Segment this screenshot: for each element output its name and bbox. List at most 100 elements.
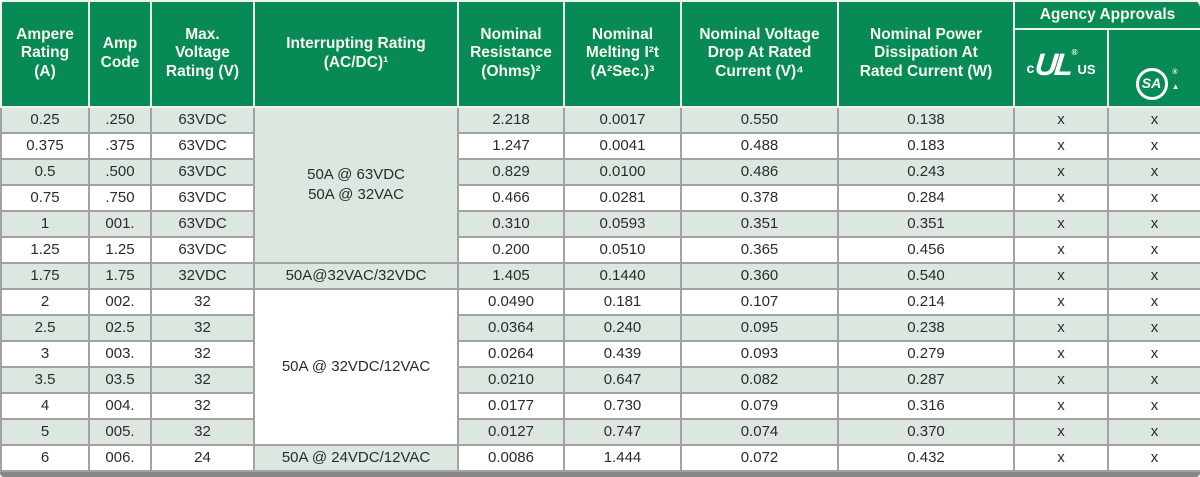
voltage-drop-cell: 0.082: [680, 365, 839, 394]
ampere-rating-cell: 0.25: [0, 105, 90, 134]
csa-approval-cell: x: [1107, 183, 1200, 212]
ul-approval-cell: x: [1013, 157, 1109, 186]
col-header-voltage-drop: Nominal Voltage Drop At Rated Current (V…: [680, 0, 839, 108]
interrupting-rating-cell: 50A @ 24VDC/12VAC: [253, 443, 459, 472]
nominal-melting-i2t-cell: 0.1440: [563, 261, 682, 290]
col-header-nominal-melting: Nominal Melting I²t (A²Sec.)³: [563, 0, 682, 108]
voltage-drop-cell: 0.365: [680, 235, 839, 264]
ul-approval-cell: x: [1013, 287, 1109, 316]
csa-approval-cell: x: [1107, 157, 1200, 186]
table-header: Ampere Rating (A) Amp Code Max. Voltage …: [0, 0, 1200, 108]
ul-suffix-us: US: [1077, 61, 1096, 77]
nominal-melting-i2t-cell: 0.0281: [563, 183, 682, 212]
col-header-nominal-resistance: Nominal Resistance (Ohms)²: [457, 0, 565, 108]
nominal-melting-i2t-cell: 0.181: [563, 287, 682, 316]
header-row-top: Ampere Rating (A) Amp Code Max. Voltage …: [0, 0, 1200, 108]
ul-approval-cell: x: [1013, 183, 1109, 212]
voltage-drop-cell: 0.072: [680, 443, 839, 472]
table-row: 4 004. 32 0.0177 0.730 0.079 0.316 x x: [0, 391, 1200, 420]
voltage-drop-cell: 0.378: [680, 183, 839, 212]
amp-code-cell: 003.: [88, 339, 152, 368]
max-voltage-cell: 32: [150, 417, 255, 446]
csa-approval-cell: x: [1107, 261, 1200, 290]
max-voltage-cell: 24: [150, 443, 255, 472]
table-row: 3.5 03.5 32 0.0210 0.647 0.082 0.287 x x: [0, 365, 1200, 394]
ampere-rating-cell: 3: [0, 339, 90, 368]
power-dissipation-cell: 0.287: [837, 365, 1015, 394]
csa-triangle: ▲: [1171, 81, 1180, 91]
nominal-melting-i2t-cell: 0.0510: [563, 235, 682, 264]
power-dissipation-cell: 0.370: [837, 417, 1015, 446]
voltage-drop-cell: 0.074: [680, 417, 839, 446]
ampere-rating-cell: 1.75: [0, 261, 90, 290]
max-voltage-cell: 32: [150, 391, 255, 420]
nominal-resistance-cell: 0.0490: [457, 287, 565, 316]
table-row: 3 003. 32 0.0264 0.439 0.093 0.279 x x: [0, 339, 1200, 368]
amp-code-cell: .250: [88, 105, 152, 134]
amp-code-cell: .500: [88, 157, 152, 186]
voltage-drop-cell: 0.107: [680, 287, 839, 316]
csa-approval-cell: x: [1107, 417, 1200, 446]
ampere-rating-cell: 6: [0, 443, 90, 472]
nominal-resistance-cell: 0.0177: [457, 391, 565, 420]
voltage-drop-cell: 0.095: [680, 313, 839, 342]
table-row: 1.25 1.25 63VDC 0.200 0.0510 0.365 0.456 x x: [0, 235, 1200, 264]
power-dissipation-cell: 0.138: [837, 105, 1015, 134]
interrupting-rating-cell: 50A @ 32VDC/12VAC: [253, 287, 459, 446]
csa-mark-wrap: SA ® ▲: [1135, 49, 1180, 100]
table-body: 0.25.250 63VDC 50A @ 63VDC 50A @ 32VAC 2.21…: [0, 105, 1200, 472]
table-row: 0.375.375 63VDC 1.247 0.0041 0.488 0.183 x x: [0, 131, 1200, 160]
ul-approval-cell: x: [1013, 209, 1109, 238]
nominal-resistance-cell: 0.0210: [457, 365, 565, 394]
csa-mark-icon: SA ® ▲: [1109, 49, 1200, 100]
nominal-melting-i2t-cell: 0.439: [563, 339, 682, 368]
ampere-rating-cell: 3.5: [0, 365, 90, 394]
nominal-melting-i2t-cell: 1.444: [563, 443, 682, 472]
csa-approval-cell: x: [1107, 365, 1200, 394]
table-row: 6 006. 24 50A @ 24VDC/12VAC 0.0086 1.444 0.072…: [0, 443, 1200, 472]
max-voltage-cell: 32: [150, 287, 255, 316]
voltage-drop-cell: 0.351: [680, 209, 839, 238]
max-voltage-cell: 63VDC: [150, 183, 255, 212]
nominal-melting-i2t-cell: 0.0593: [563, 209, 682, 238]
table-row: 2 002. 32 50A @ 32VDC/12VAC 0.0490 0.181 0.107…: [0, 287, 1200, 446]
voltage-drop-cell: 0.550: [680, 105, 839, 134]
amp-code-cell: 1.75: [88, 261, 152, 290]
csa-approval-cell: x: [1107, 287, 1200, 316]
nominal-resistance-cell: 1.405: [457, 261, 565, 290]
voltage-drop-cell: 0.488: [680, 131, 839, 160]
power-dissipation-cell: 0.284: [837, 183, 1015, 212]
amp-code-cell: 03.5: [88, 365, 152, 394]
csa-approval-cell: x: [1107, 131, 1200, 160]
ampere-rating-cell: 2.5: [0, 313, 90, 342]
voltage-drop-cell: 0.360: [680, 261, 839, 290]
nominal-melting-i2t-cell: 0.0041: [563, 131, 682, 160]
col-header-amp-code: Amp Code: [88, 0, 152, 108]
nominal-melting-i2t-cell: 0.647: [563, 365, 682, 394]
max-voltage-cell: 63VDC: [150, 209, 255, 238]
c-ul-us-mark-icon: c UL ® US: [1015, 46, 1107, 87]
ul-prefix-c: c: [1026, 59, 1035, 76]
max-voltage-cell: 63VDC: [150, 235, 255, 264]
voltage-drop-cell: 0.079: [680, 391, 839, 420]
ampere-rating-cell: 1: [0, 209, 90, 238]
nominal-resistance-cell: 0.0264: [457, 339, 565, 368]
nominal-resistance-cell: 1.247: [457, 131, 565, 160]
max-voltage-cell: 63VDC: [150, 131, 255, 160]
csa-registered-symbol: ®: [1172, 68, 1178, 76]
max-voltage-cell: 32: [150, 313, 255, 342]
col-header-max-voltage: Max. Voltage Rating (V): [150, 0, 255, 108]
interrupting-rating-cell: 50A @ 63VDC 50A @ 32VAC: [253, 105, 459, 264]
power-dissipation-cell: 0.316: [837, 391, 1015, 420]
nominal-resistance-cell: 0.200: [457, 235, 565, 264]
interrupting-rating-cell: 50A@32VAC/32VDC: [253, 261, 459, 290]
ul-approval-cell: x: [1013, 105, 1109, 134]
amp-code-cell: .375: [88, 131, 152, 160]
ampere-rating-cell: 0.75: [0, 183, 90, 212]
ul-registered-symbol: ®: [1071, 47, 1078, 57]
max-voltage-cell: 63VDC: [150, 105, 255, 134]
amp-code-cell: 002.: [88, 287, 152, 316]
max-voltage-cell: 32VDC: [150, 261, 255, 290]
ul-monogram: UL: [1033, 46, 1073, 82]
csa-approval-cell: x: [1107, 339, 1200, 368]
